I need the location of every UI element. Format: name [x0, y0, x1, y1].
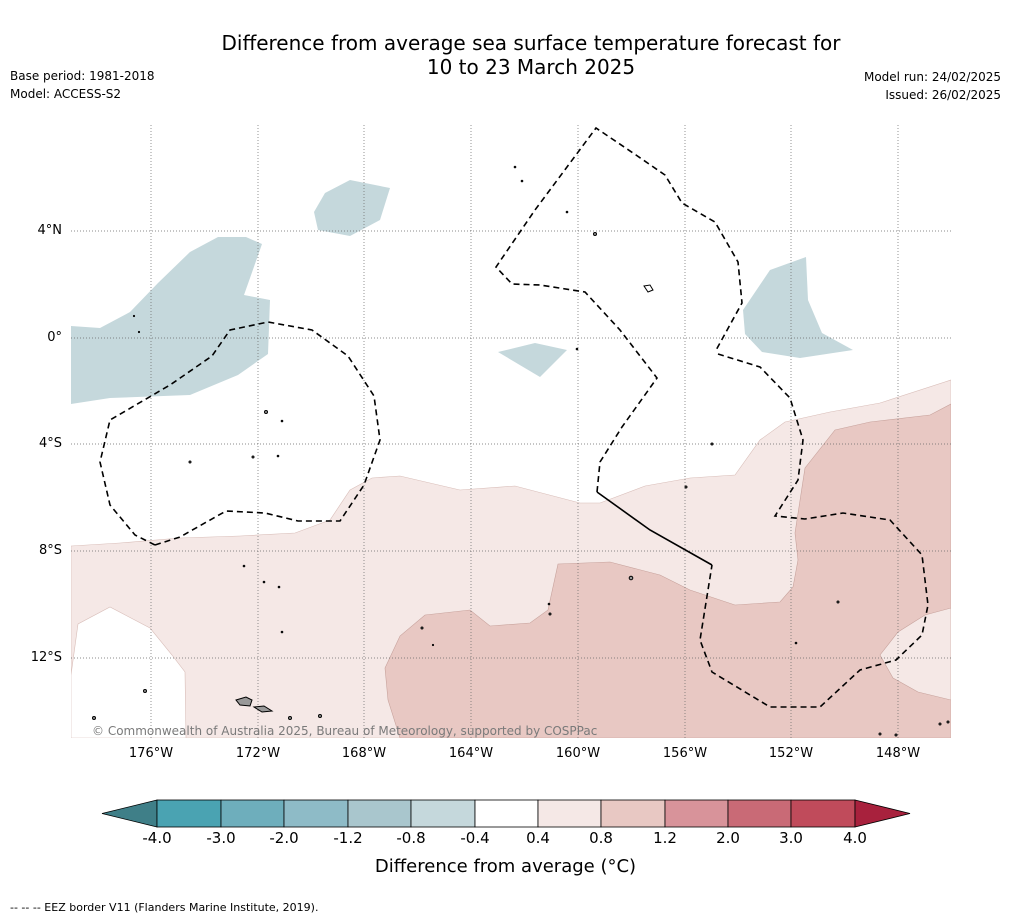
colorbar-swatch — [664, 799, 729, 828]
y-tick-0: 0° — [47, 330, 62, 345]
base-period: Base period: 1981-2018 — [10, 69, 155, 83]
colorbar-tick-label: -4.0 — [142, 829, 172, 847]
colorbar-tick-label: 4.0 — [843, 829, 867, 847]
cool-anomaly-regions — [71, 180, 853, 404]
eez-border-central — [494, 126, 743, 493]
colorbar-extend-high — [854, 799, 911, 828]
cool-patch-east — [743, 257, 853, 358]
colorbar-title: Difference from average (°C) — [374, 856, 637, 877]
colorbar-extend-low — [101, 799, 158, 828]
x-tick-156w: 156°W — [662, 746, 708, 761]
x-tick-148w: 148°W — [875, 746, 921, 761]
map-title: Difference from average sea surface temp… — [0, 31, 1011, 79]
colorbar-swatch — [727, 799, 792, 828]
colorbar-swatch — [537, 799, 602, 828]
colorbar-tick-label: -2.0 — [269, 829, 299, 847]
eez-solid-segment — [596, 491, 713, 566]
colorbar-tick-label: -0.8 — [396, 829, 426, 847]
eez-borders — [99, 126, 929, 708]
island-upolu — [252, 705, 274, 713]
colorbar-tick-label: -3.0 — [206, 829, 236, 847]
y-tick-4n: 4°N — [37, 223, 63, 238]
colorbar-swatch — [283, 799, 349, 828]
islands — [92, 165, 950, 737]
eez-border-east — [699, 353, 929, 708]
cool-patch-west — [71, 237, 270, 404]
colorbar-swatch — [410, 799, 476, 828]
warm-patch-south — [384, 403, 951, 738]
colorbar-tick-label: 3.0 — [779, 829, 803, 847]
title-line-1: Difference from average sea surface temp… — [221, 31, 841, 55]
island-kiritimati — [643, 284, 654, 293]
x-tick-172w: 172°W — [235, 746, 281, 761]
title-line-2: 10 to 23 March 2025 — [426, 55, 636, 79]
colorbar-swatch — [347, 799, 412, 828]
copyright-notice: © Commonwealth of Australia 2025, Bureau… — [92, 724, 598, 738]
island-savaii — [235, 696, 253, 707]
map-area — [71, 125, 951, 738]
colorbar-swatch — [600, 799, 666, 828]
colorbar — [101, 799, 911, 828]
colorbar-tick-label: -1.2 — [333, 829, 363, 847]
x-tick-160w: 160°W — [555, 746, 601, 761]
colorbar-tick-label: 1.2 — [653, 829, 677, 847]
cool-patch-north — [314, 180, 390, 236]
y-tick-4s: 4°S — [38, 436, 62, 451]
x-tick-152w: 152°W — [768, 746, 814, 761]
colorbar-tick-label: 2.0 — [716, 829, 740, 847]
eez-border-west — [99, 321, 381, 546]
colorbar-swatch — [474, 799, 539, 828]
colorbar-tick-label: 0.8 — [589, 829, 613, 847]
colorbar-swatch — [156, 799, 222, 828]
model-name: Model: ACCESS-S2 — [10, 87, 122, 101]
colorbar-swatch — [790, 799, 856, 828]
y-tick-8s: 8°S — [38, 543, 62, 558]
graticule — [71, 125, 951, 738]
colorbar-tick-label: 0.4 — [526, 829, 550, 847]
model-run: Model run: 24/02/2025 — [863, 70, 1001, 84]
y-tick-12s: 12°S — [30, 650, 62, 665]
cool-patch-equator — [498, 343, 567, 377]
warm-anomaly-region-medium — [384, 403, 951, 738]
x-tick-176w: 176°W — [128, 746, 174, 761]
x-tick-164w: 164°W — [448, 746, 494, 761]
colorbar-tick-label: -0.4 — [460, 829, 490, 847]
colorbar-swatch — [220, 799, 285, 828]
x-tick-168w: 168°W — [341, 746, 387, 761]
eez-footnote: -- -- -- EEZ border V11 (Flanders Marine… — [10, 901, 319, 914]
issued-date: Issued: 26/02/2025 — [885, 88, 1001, 102]
neutral-pocket-southwest — [71, 606, 187, 738]
